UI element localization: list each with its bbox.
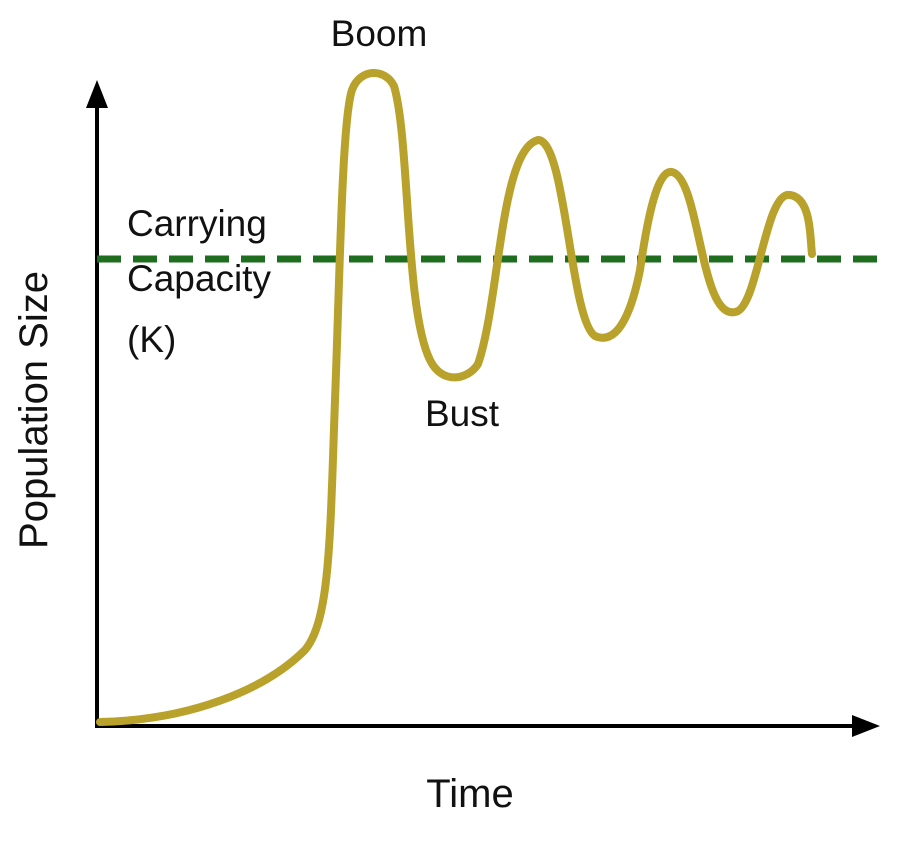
x-axis-arrowhead	[852, 715, 880, 737]
carrying-capacity-label-line2: Capacity	[127, 258, 271, 299]
carrying-capacity-label-line1: Carrying	[127, 203, 267, 244]
boom-label: Boom	[331, 13, 428, 54]
population-curve	[96, 69, 816, 726]
bust-label: Bust	[425, 393, 500, 434]
y-axis-label: Population Size	[12, 271, 56, 549]
x-axis-label: Time	[426, 772, 513, 816]
carrying-capacity-label-line3: (K)	[127, 319, 176, 360]
y-axis-arrowhead	[86, 80, 108, 108]
